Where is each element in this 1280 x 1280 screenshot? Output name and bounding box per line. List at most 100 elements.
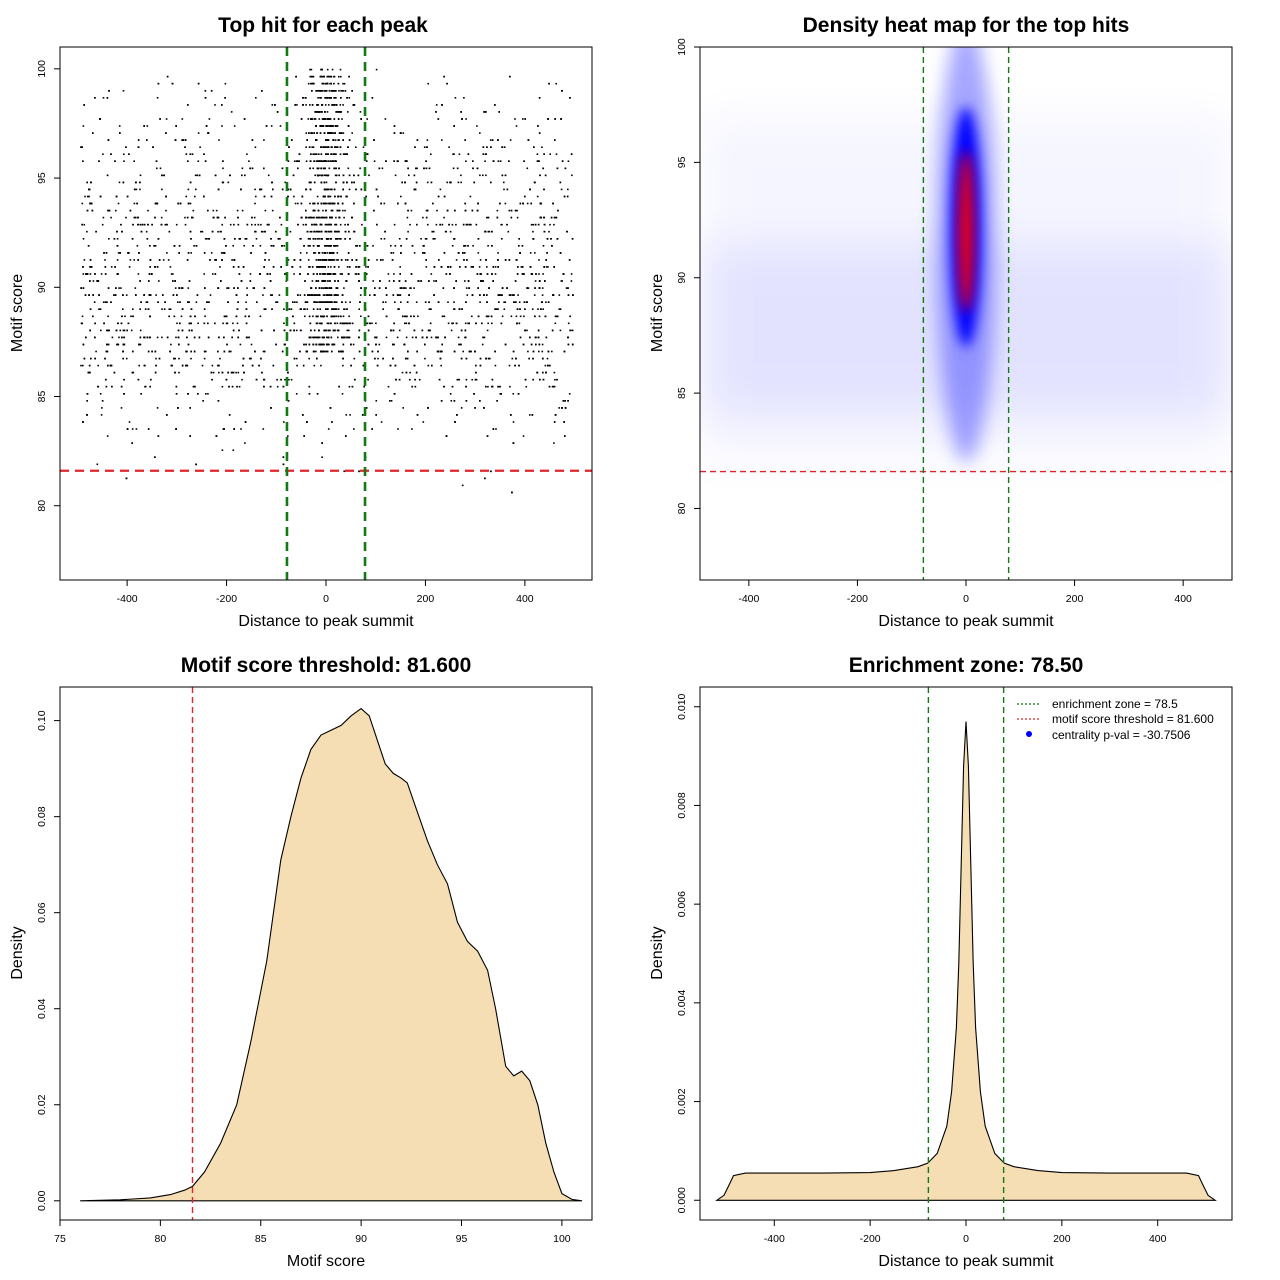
scatter-point: [449, 181, 451, 184]
scatter-point: [400, 245, 402, 247]
scatter-point: [119, 329, 122, 332]
scatter-point: [265, 125, 268, 127]
scatter-point: [487, 315, 490, 318]
scatter-point: [337, 139, 339, 141]
scatter-point: [464, 322, 467, 325]
scatter-point: [241, 378, 243, 381]
scatter-point: [344, 230, 347, 233]
scatter-point: [134, 287, 137, 289]
scatter-point: [237, 223, 240, 226]
scatter-point: [325, 181, 328, 184]
scatter-point: [427, 329, 430, 332]
scatter-point: [157, 238, 160, 240]
scatter-point: [460, 111, 462, 113]
scatter-point: [294, 160, 296, 162]
scatter-point: [531, 308, 534, 310]
scatter-point: [309, 245, 311, 247]
scatter-point: [312, 75, 315, 78]
scatter-point: [313, 364, 316, 367]
scatter-point: [340, 132, 343, 134]
scatter-point: [290, 308, 293, 310]
scatter-point: [328, 104, 330, 106]
scatter-point: [519, 315, 522, 318]
scatter-point: [404, 202, 407, 205]
scatter-point: [522, 343, 525, 346]
scatter-point: [334, 322, 336, 325]
scatter-point: [123, 336, 125, 339]
scatter-point: [441, 139, 443, 141]
scatter-point: [104, 259, 106, 261]
scatter-point: [361, 414, 364, 416]
scatter-point: [309, 167, 311, 170]
scatter-point: [110, 153, 112, 155]
scatter-point: [328, 280, 331, 282]
scatter-point: [223, 238, 226, 240]
scatter-point: [487, 245, 489, 247]
scatter-point: [347, 167, 350, 170]
scatter-point: [82, 364, 84, 367]
scatter-point: [335, 315, 337, 318]
scatter-point: [194, 174, 197, 177]
scatter-point: [455, 322, 458, 325]
scatter-point: [306, 301, 309, 303]
scatter-point: [177, 336, 180, 339]
scatter-point: [195, 301, 198, 303]
scatter-point: [559, 252, 562, 254]
scatter-point: [204, 287, 206, 289]
scatter-point: [338, 230, 340, 233]
scatter-point: [429, 329, 431, 332]
scatter-point: [448, 223, 450, 226]
scatter-point: [569, 329, 571, 332]
scatter-point: [226, 322, 229, 325]
scatter-point: [197, 322, 199, 325]
scatter-point: [328, 273, 330, 275]
scatter-point: [528, 357, 530, 360]
scatter-point: [190, 350, 192, 353]
scatter-point: [494, 350, 496, 353]
scatter-point: [137, 139, 140, 141]
scatter-point: [567, 188, 569, 191]
scatter-point: [430, 308, 432, 310]
scatter-point: [537, 336, 540, 339]
scatter-point: [305, 209, 307, 212]
scatter-point: [464, 329, 467, 332]
scatter-point: [515, 315, 518, 318]
scatter-point: [168, 230, 171, 233]
scatter-point: [86, 273, 89, 275]
scatter-point: [326, 153, 328, 155]
scatter-point: [143, 294, 145, 296]
scatter-point: [187, 188, 190, 191]
scatter-point: [490, 146, 492, 148]
scatter-point: [401, 371, 404, 374]
scatter-point: [344, 90, 347, 92]
scatter-point: [136, 202, 138, 205]
scatter-point: [189, 230, 192, 233]
scatter-point: [335, 223, 338, 226]
scatter-point: [332, 90, 334, 92]
scatter-point: [547, 350, 550, 353]
scatter-point: [335, 294, 337, 296]
scatter-point: [154, 266, 156, 268]
scatter-point: [310, 132, 312, 134]
scatter-point: [464, 139, 466, 141]
scatter-point: [320, 364, 322, 367]
scatter-point: [237, 336, 240, 339]
scatter-point: [337, 259, 339, 261]
scatter-point: [453, 400, 456, 402]
scatter-point: [545, 301, 547, 303]
scatter-point: [453, 350, 456, 353]
scatter-point: [483, 336, 486, 339]
scatter-point: [325, 90, 328, 92]
scatter-point: [89, 308, 92, 310]
scatter-point: [439, 223, 441, 226]
scatter-point: [489, 357, 491, 360]
scatter-point: [397, 202, 399, 205]
scatter-point: [217, 350, 219, 353]
scatter-point: [323, 146, 326, 148]
scatter-point: [305, 146, 307, 148]
scatter-point: [189, 407, 191, 409]
scatter-point: [305, 216, 308, 219]
scatter-point: [101, 400, 104, 402]
scatter-point: [119, 252, 121, 254]
scatter-point: [251, 223, 253, 226]
